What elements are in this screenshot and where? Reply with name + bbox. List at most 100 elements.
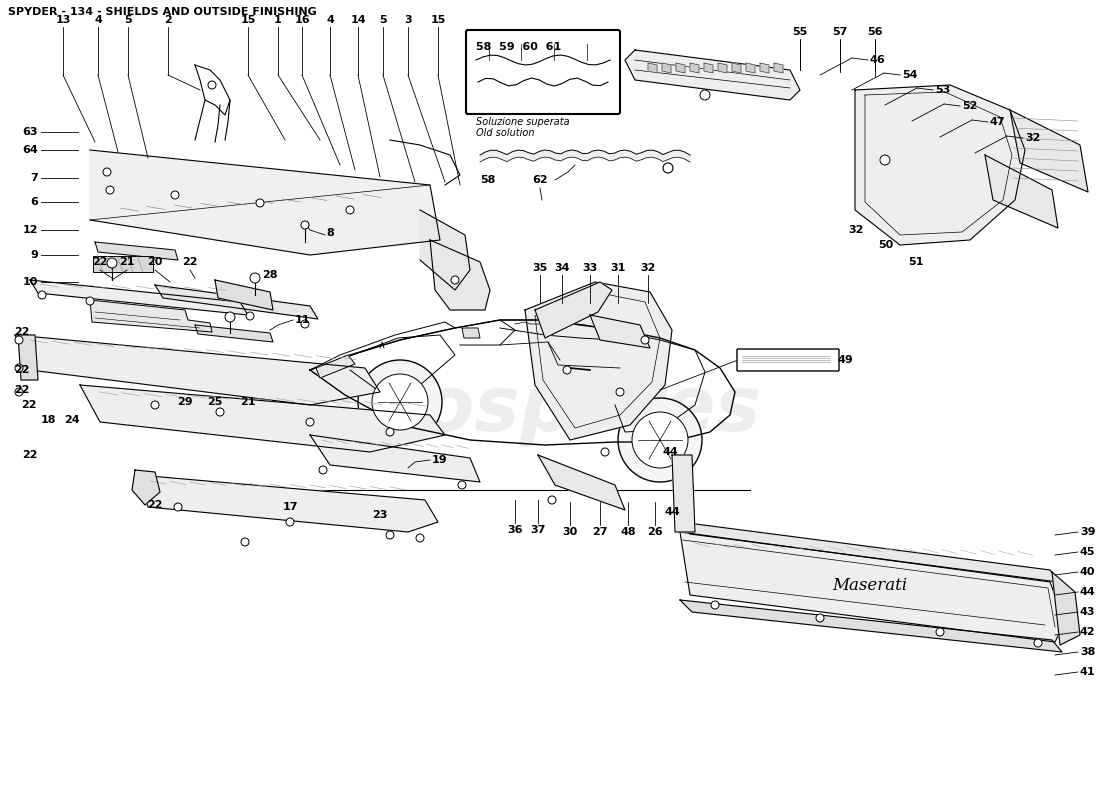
Text: 44: 44 [1080,587,1096,597]
Polygon shape [195,325,273,342]
Circle shape [563,366,571,374]
Text: 47: 47 [990,117,1005,127]
Text: 31: 31 [610,263,626,273]
Text: 24: 24 [64,415,80,425]
Text: 12: 12 [22,225,38,235]
Circle shape [816,614,824,622]
Text: 22: 22 [147,500,163,510]
Text: 48: 48 [620,527,636,537]
Text: 46: 46 [870,55,886,65]
Circle shape [286,518,294,526]
Polygon shape [535,282,612,338]
Text: 45: 45 [1080,547,1096,557]
Text: 21: 21 [240,397,255,407]
Text: 22: 22 [14,385,30,395]
Text: SPYDER - 134 - SHIELDS AND OUTSIDE FINISHING: SPYDER - 134 - SHIELDS AND OUTSIDE FINIS… [8,7,317,17]
Text: 23: 23 [372,510,387,520]
Circle shape [641,336,649,344]
Text: 5: 5 [124,15,132,25]
Text: 40: 40 [1080,567,1096,577]
Polygon shape [462,328,480,338]
Polygon shape [680,532,1065,642]
Text: 35: 35 [532,263,548,273]
Text: eurospares: eurospares [278,373,761,447]
Polygon shape [648,63,657,73]
Circle shape [372,374,428,430]
Polygon shape [590,315,650,348]
Text: 22: 22 [183,257,198,267]
Circle shape [1034,639,1042,647]
Text: 13: 13 [55,15,70,25]
Circle shape [301,221,309,229]
Text: 54: 54 [902,70,917,80]
Text: 1: 1 [274,15,282,25]
Text: 63: 63 [22,127,38,137]
Text: 36: 36 [507,525,522,535]
Text: 37: 37 [530,525,546,535]
Polygon shape [30,280,248,315]
Text: 52: 52 [962,101,978,111]
Text: 2: 2 [164,15,172,25]
Text: 7: 7 [31,173,38,183]
Text: 20: 20 [147,257,163,267]
Polygon shape [676,63,685,73]
Text: 3: 3 [404,15,411,25]
Text: 25: 25 [207,397,222,407]
Text: 44: 44 [664,507,680,517]
Text: 16: 16 [294,15,310,25]
Text: 10: 10 [23,277,38,287]
Circle shape [618,398,702,482]
Polygon shape [214,280,273,310]
Polygon shape [662,63,671,73]
Text: 51: 51 [908,257,923,267]
Circle shape [301,320,309,328]
Text: 26: 26 [647,527,663,537]
Text: 22: 22 [22,450,37,460]
Circle shape [250,273,260,283]
Text: 32: 32 [640,263,656,273]
Text: 58: 58 [481,175,496,185]
Bar [94,256,153,272]
Polygon shape [310,435,480,482]
Polygon shape [525,282,672,440]
Circle shape [241,538,249,546]
Text: 34: 34 [554,263,570,273]
Circle shape [936,628,944,636]
Circle shape [548,496,556,504]
Polygon shape [90,150,440,255]
Text: 9: 9 [30,250,38,260]
Text: Old solution: Old solution [476,128,535,138]
Polygon shape [538,455,625,510]
Text: 62: 62 [532,175,548,185]
Text: 17: 17 [283,502,298,512]
Circle shape [107,258,117,268]
Text: Maserati: Maserati [833,577,908,594]
Text: 53: 53 [935,85,950,95]
Text: 15: 15 [430,15,446,25]
Text: 29: 29 [177,397,192,407]
Text: 41: 41 [1080,667,1096,677]
Polygon shape [760,63,769,73]
Circle shape [39,291,46,299]
Text: 32: 32 [1025,133,1041,143]
Text: 57: 57 [833,27,848,37]
Circle shape [358,360,442,444]
Circle shape [151,401,160,409]
Polygon shape [155,285,318,319]
Circle shape [601,448,609,456]
Polygon shape [420,210,470,290]
Circle shape [700,90,710,100]
Circle shape [386,428,394,436]
Text: 19: 19 [432,455,448,465]
Text: 42: 42 [1080,627,1096,637]
Circle shape [226,312,235,322]
Circle shape [103,168,111,176]
Circle shape [86,297,94,305]
Polygon shape [90,300,212,332]
Circle shape [208,81,216,89]
Text: 43: 43 [1080,607,1096,617]
Text: 38: 38 [1080,647,1096,657]
Polygon shape [132,470,160,505]
Polygon shape [18,335,38,380]
Circle shape [663,163,673,173]
